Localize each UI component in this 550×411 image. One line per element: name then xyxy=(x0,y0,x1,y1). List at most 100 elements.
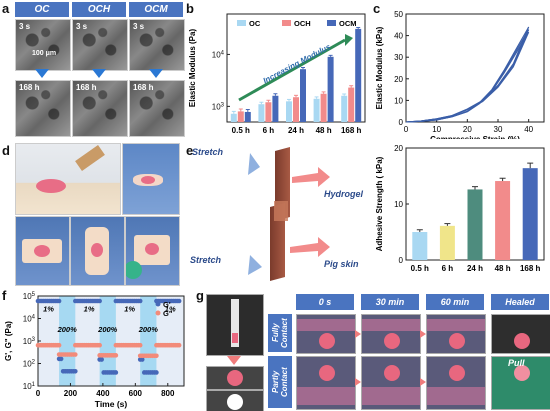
stretch-arrow-bottom xyxy=(248,255,262,275)
row-label: Partly Contact xyxy=(268,356,292,408)
x-tick-label: 0 xyxy=(404,125,409,134)
bar xyxy=(522,168,538,260)
y-tick-label: 20 xyxy=(394,75,403,84)
bar xyxy=(313,98,320,122)
y-tick-label: 30 xyxy=(394,53,403,62)
healing-photo xyxy=(426,356,486,410)
gel-strip xyxy=(297,387,355,405)
x-tick-label: 168 h xyxy=(520,264,541,273)
data-point xyxy=(97,342,102,348)
chart-e-adhesive-strength-bars: 0 10 20 Adhesive Strength ( kPa) 0.5 h 6 h 24 … xyxy=(375,144,545,273)
bar xyxy=(467,189,483,260)
legend-swatch xyxy=(237,20,246,26)
gel-strip xyxy=(362,319,420,331)
gel-disc xyxy=(514,365,530,381)
panel-e-schematic: Stretch Stretch Hydrogel Pig skin xyxy=(190,145,370,285)
sem-image: 168 h xyxy=(15,80,71,137)
hydrogel-arrow xyxy=(292,167,330,187)
series-line xyxy=(405,29,530,123)
gel-strip xyxy=(427,319,485,331)
gel-strip xyxy=(362,387,420,405)
gel-disc xyxy=(449,333,465,349)
panel-label-c: c xyxy=(373,1,381,16)
y-tick-label: 104 xyxy=(23,315,36,324)
arrow-right-icon xyxy=(420,378,426,386)
y-axis-label: Elastic Modulus (Pa) xyxy=(188,29,197,108)
series-line xyxy=(405,31,530,123)
sem-time-label: 3 s xyxy=(19,22,31,31)
pull-label: Pull xyxy=(508,358,525,368)
x-tick-label: 0.5 h xyxy=(411,264,429,273)
gel-disc xyxy=(449,365,465,381)
x-tick-label: 24 h xyxy=(288,126,304,135)
annotation-label: Increasing Modulus xyxy=(262,42,333,85)
bar xyxy=(237,111,244,122)
arrow-down-icon xyxy=(227,356,241,365)
healing-photo xyxy=(296,356,356,410)
strain-label: 1% xyxy=(124,305,135,314)
bar xyxy=(230,113,237,122)
healing-photo xyxy=(361,314,421,354)
chart-f-rheology: 101 102 103 104 105 0 200 400 600 800 Time (s) G', … xyxy=(4,292,185,409)
x-tick-label: 800 xyxy=(161,389,175,398)
series-line xyxy=(405,31,530,123)
row-label: Fully Contact xyxy=(268,314,292,352)
healing-photo xyxy=(361,356,421,410)
gel-disc xyxy=(319,333,335,349)
x-tick-label: 200 xyxy=(64,389,78,398)
x-tick-label: 0 xyxy=(36,389,41,398)
data-point xyxy=(176,342,182,348)
bar xyxy=(495,181,511,260)
arrow-right-icon xyxy=(420,330,426,338)
healing-photo xyxy=(296,314,356,354)
y-tick-label: 20 xyxy=(394,144,403,153)
data-point xyxy=(58,356,64,362)
bar xyxy=(348,87,355,122)
bar xyxy=(293,97,299,122)
time-header: 0 s xyxy=(296,294,354,310)
panel-label-f: f xyxy=(2,288,7,303)
bar xyxy=(341,95,348,122)
bar xyxy=(258,104,265,122)
strain-label: 1% xyxy=(165,305,176,314)
x-tick-label: 30 xyxy=(494,125,503,134)
strain-label: 200% xyxy=(57,325,78,334)
sem-image: 168 h xyxy=(72,80,128,137)
gel-disc xyxy=(227,394,243,410)
bar xyxy=(327,56,334,122)
legend-label: G" xyxy=(163,309,173,318)
data-point xyxy=(56,342,62,348)
sem-image: 168 h xyxy=(129,80,185,137)
x-tick-label: 168 h xyxy=(341,126,362,135)
y-axis-label: Adhesive Strength ( kPa) xyxy=(375,156,384,251)
scale-bar-label: 100 μm xyxy=(32,50,57,57)
data-point xyxy=(113,353,119,358)
gel-disc xyxy=(319,365,335,381)
series-line xyxy=(405,26,530,123)
stretch-label-top: Stretch xyxy=(192,147,224,157)
y-tick-label: 0 xyxy=(399,118,404,127)
gel-strip xyxy=(297,319,355,331)
data-point xyxy=(154,370,159,375)
arrow-down-icon xyxy=(35,69,49,78)
healing-photo xyxy=(491,314,550,354)
bar xyxy=(286,101,292,122)
legend-label: OCH xyxy=(294,19,311,28)
legend-label: OCM xyxy=(339,19,357,28)
time-header: Healed xyxy=(491,294,549,310)
photo-d-spatula xyxy=(122,143,180,215)
bar xyxy=(300,69,306,122)
y-tick-label: 0 xyxy=(399,256,404,265)
arrow-down-icon xyxy=(149,69,163,78)
high-strain-band xyxy=(99,296,116,386)
data-point xyxy=(73,369,78,374)
x-axis-label: Compressive Strain (%) xyxy=(430,135,520,139)
y-tick-label: 40 xyxy=(394,32,403,41)
x-tick-label: 0.5 h xyxy=(232,126,250,135)
stretch-label-bottom: Stretch xyxy=(190,255,222,265)
time-header: 30 min xyxy=(361,294,419,310)
x-tick-label: 6 h xyxy=(442,264,454,273)
legend-label: G' xyxy=(163,300,171,309)
pig-skin-label: Pig skin xyxy=(324,259,359,269)
photo-d-stretch-1 xyxy=(15,216,70,286)
